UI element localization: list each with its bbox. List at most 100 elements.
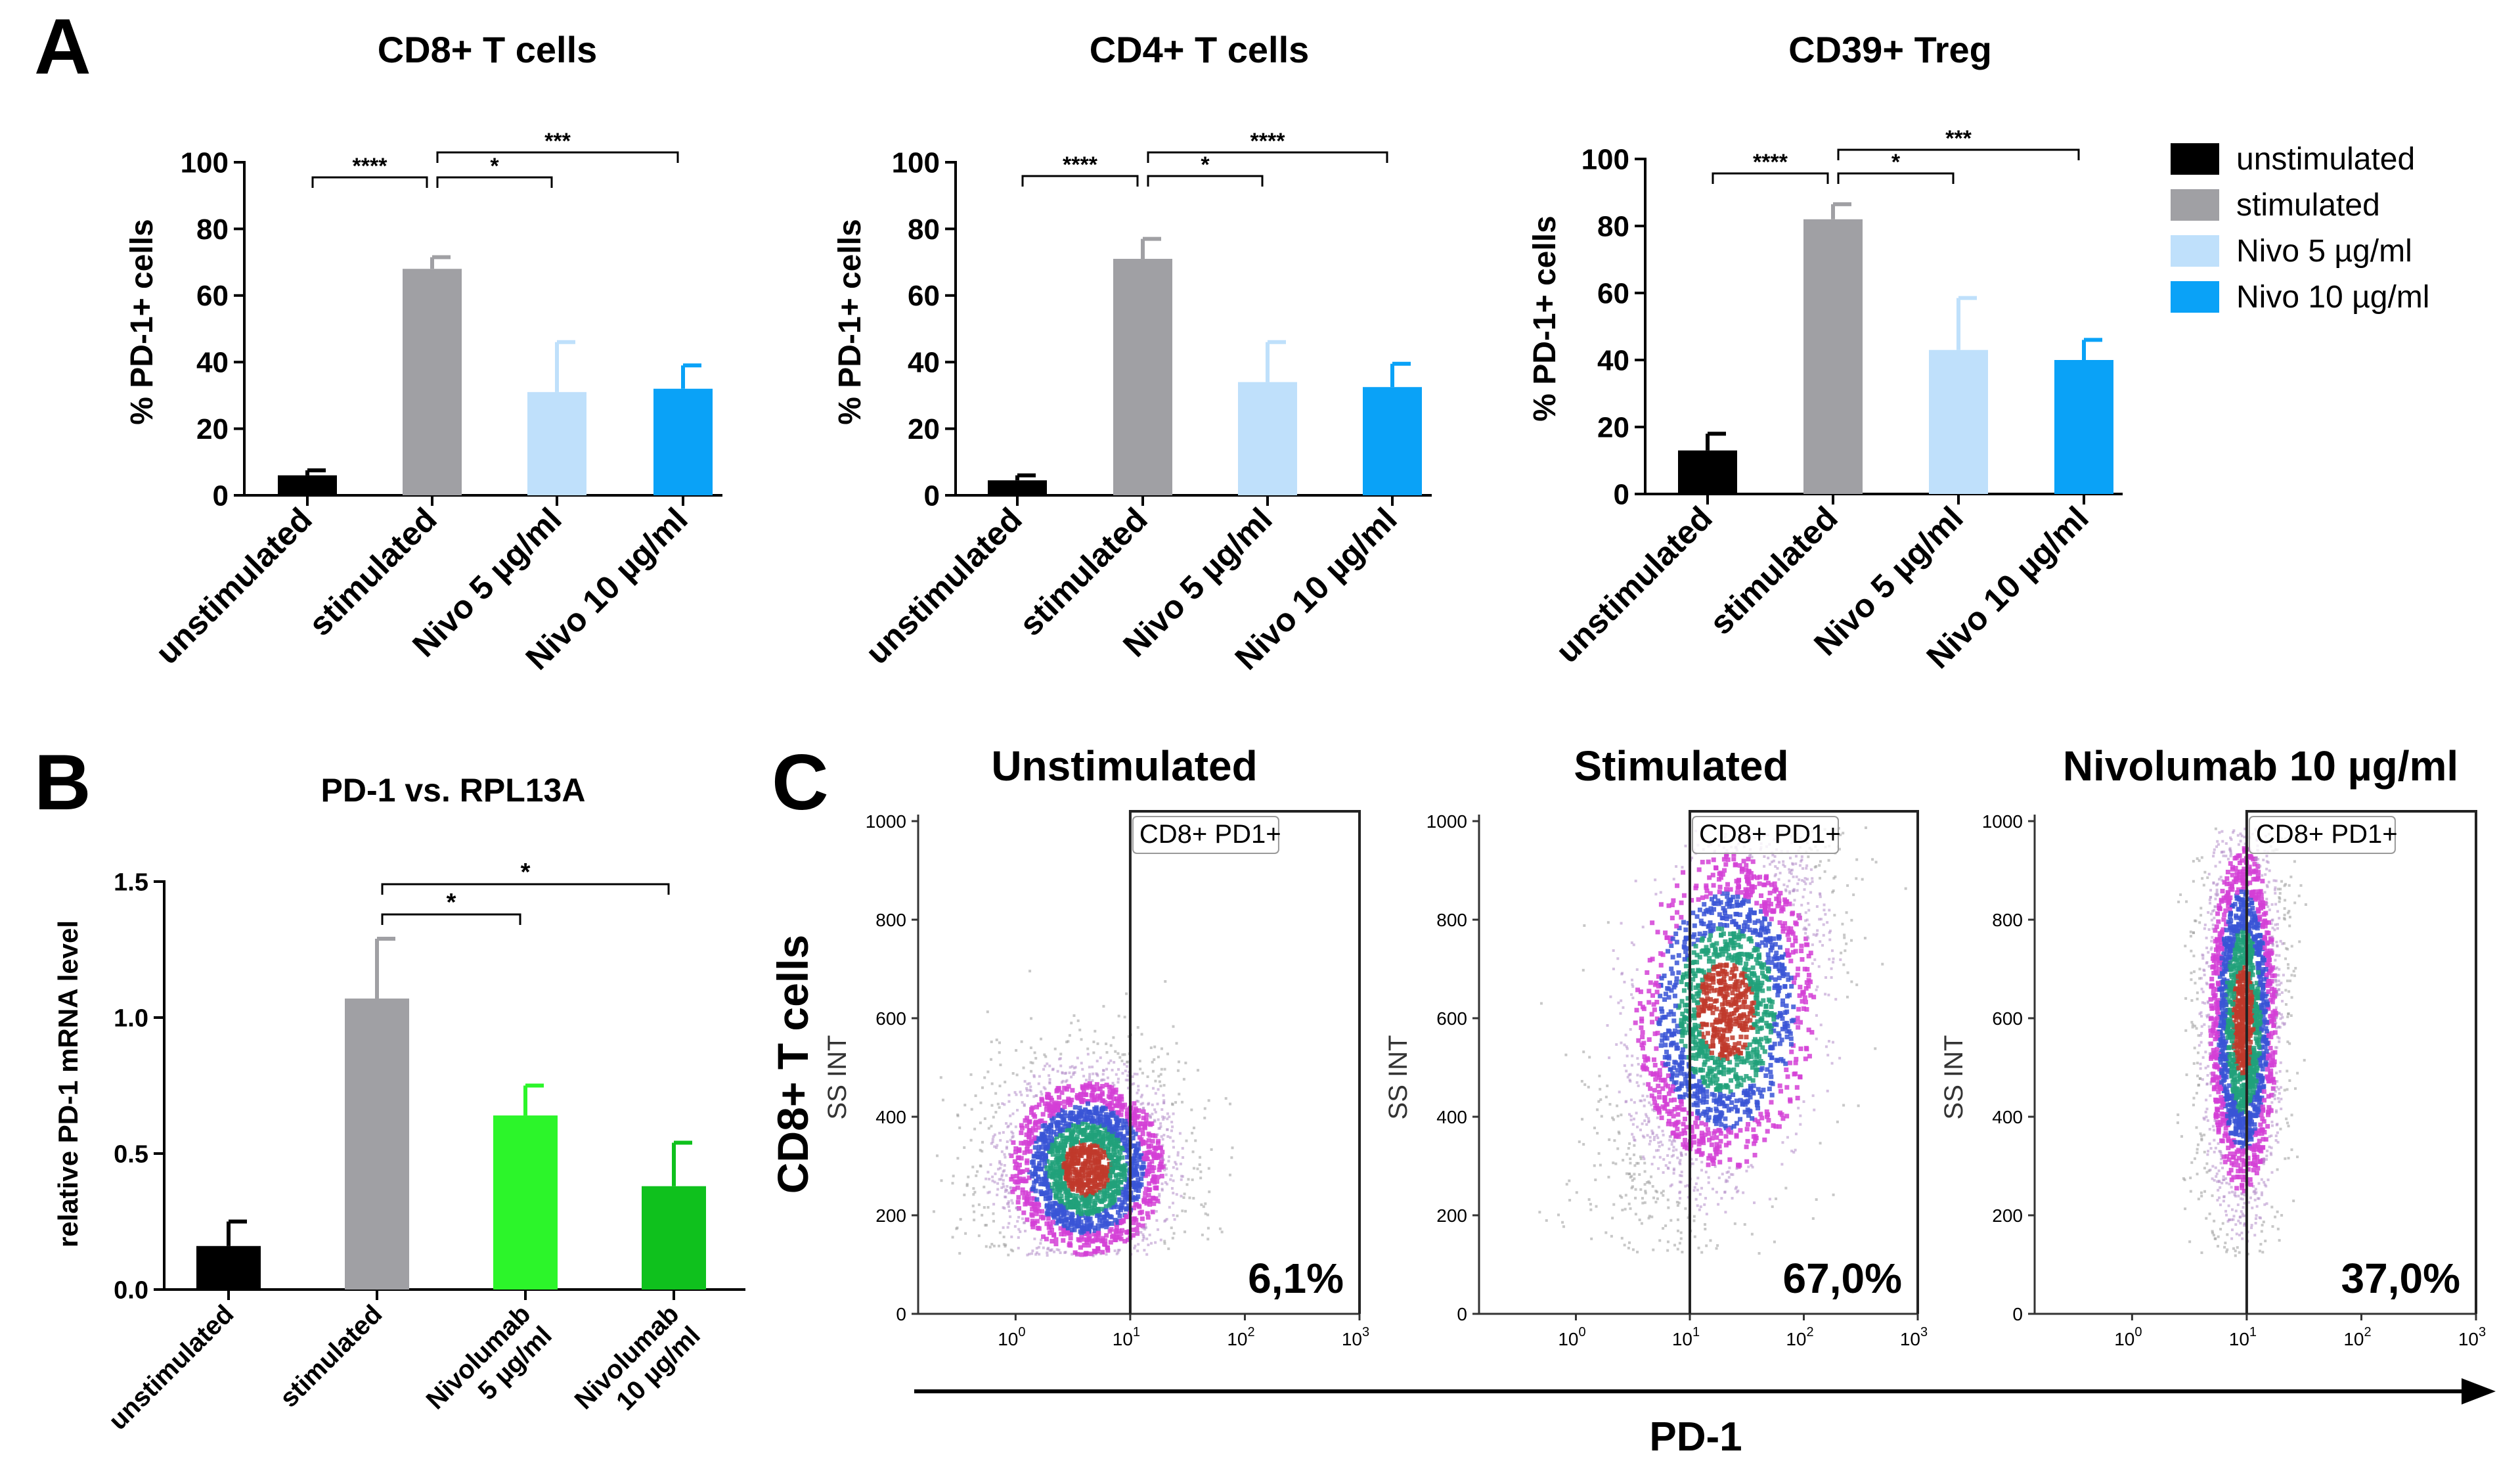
legend-label: unstimulated — [2236, 142, 2415, 177]
x-tick-label: Nivolumab5 µg/ml — [421, 1299, 558, 1436]
significance-bracket — [1837, 148, 2080, 160]
flow-y-tick-label: 1000 — [1982, 811, 2023, 832]
y-tick-label: 20 — [1597, 411, 1629, 443]
legend-swatch — [2171, 281, 2219, 313]
flow-y-axis-label: SS INT — [1384, 1035, 1413, 1120]
pd1-gate — [1128, 810, 1361, 1314]
density-dots — [1538, 826, 1907, 1255]
x-tick-label: unstimulated — [1549, 499, 1719, 670]
density-dots — [2176, 826, 2307, 1257]
flow-x-tick-label: 102 — [1786, 1325, 1813, 1349]
flow-x-tick-label: 102 — [1227, 1325, 1254, 1349]
y-tick-label: 1.5 — [114, 868, 148, 896]
chart-title: CD8+ T cells — [378, 29, 598, 70]
flow-y-tick-label: 200 — [875, 1205, 906, 1226]
panel-label-c: C — [772, 738, 829, 826]
y-tick-label: 0.5 — [114, 1140, 148, 1168]
pd1-arrowhead — [2462, 1378, 2496, 1404]
gate-label-box — [2248, 816, 2396, 854]
chart-cd39-treg-pd1: CD39+ Treg % PD-1+ cells 0 20 40 60 80 100 unsti… — [1528, 29, 2123, 675]
y-tick-label: 0 — [924, 480, 940, 512]
flow-y-tick-label: 600 — [1436, 1008, 1467, 1029]
pd1-gate — [2245, 810, 2477, 1314]
gate-percent: 67,0% — [1783, 1255, 1902, 1302]
flow-x-tick-label: 101 — [1113, 1325, 1140, 1349]
flow-y-tick-label: 0 — [896, 1304, 906, 1324]
pd1-axis-label: PD-1 — [1649, 1414, 1742, 1460]
flow-y-axis-label: SS INT — [1939, 1035, 1968, 1120]
bar — [278, 475, 337, 495]
y-tick-label: 60 — [196, 280, 229, 312]
significance-bracket — [311, 176, 428, 188]
significance-bracket — [436, 176, 553, 188]
legend-label: Nivo 10 µg/ml — [2236, 280, 2429, 315]
significance-bracket — [1837, 172, 1955, 184]
significance-bracket — [1147, 151, 1388, 163]
chart-cd8-pd1: CD8+ T cells % PD-1+ cells 0 20 40 60 80 100 uns… — [125, 29, 722, 677]
y-tick-label: 1.0 — [114, 1004, 148, 1032]
significance-label: * — [521, 859, 531, 886]
flow-y-tick-label: 400 — [1992, 1107, 2023, 1127]
flow-y-axis-label: SS INT — [823, 1035, 852, 1120]
y-tick-label: 100 — [181, 146, 229, 179]
significance-label: **** — [1753, 150, 1788, 175]
significance-label: * — [1891, 150, 1901, 175]
legend: unstimulated stimulated Nivo 5 µg/ml Nivo 1… — [2171, 142, 2429, 315]
x-tick-label: unstimulated — [148, 501, 319, 671]
significance-label: **** — [353, 154, 388, 179]
legend-label: Nivo 5 µg/ml — [2236, 234, 2412, 269]
bar — [493, 1115, 558, 1290]
y-tick-label: 40 — [908, 347, 940, 379]
panel-label-a: A — [34, 3, 91, 91]
x-tick-label: unstimulated — [103, 1299, 239, 1435]
flow-plot-title: Unstimulated — [991, 742, 1257, 790]
flow-plot: Stimulated CD8+ PD1+ 67,0% 0 200 400 600 800 100… — [1384, 742, 1928, 1349]
flow-y-tick-label: 400 — [875, 1107, 906, 1127]
flow-x-tick-label: 101 — [2229, 1325, 2257, 1349]
bar — [653, 388, 713, 495]
y-tick-label: 100 — [892, 146, 940, 179]
gate-label-box — [1132, 816, 1279, 854]
flow-y-tick-label: 0 — [1457, 1304, 1467, 1324]
flow-x-tick-label: 103 — [1900, 1325, 1928, 1349]
significance-bracket — [1712, 172, 1829, 184]
flow-plot: Nivolumab 10 µg/ml CD8+ PD1+ 37,0% 0 200 400 6… — [1939, 742, 2486, 1349]
bar — [1238, 382, 1297, 495]
flow-y-tick-label: 400 — [1436, 1107, 1467, 1127]
bar — [1113, 259, 1172, 495]
flow-y-tick-label: 800 — [1436, 910, 1467, 930]
y-axis-label: % PD-1+ cells — [833, 219, 868, 425]
bar — [403, 269, 462, 495]
panel-label-b: B — [34, 738, 91, 826]
flow-y-tick-label: 600 — [875, 1008, 906, 1029]
legend-swatch — [2171, 235, 2219, 267]
flow-axes — [917, 815, 1359, 1315]
flow-x-tick-label: 102 — [2343, 1325, 2371, 1349]
flow-y-tick-label: 1000 — [866, 811, 906, 832]
significance-label: * — [447, 889, 456, 916]
legend-label: stimulated — [2236, 188, 2380, 223]
significance-label: **** — [1063, 152, 1098, 177]
flow-y-tick-label: 800 — [875, 910, 906, 930]
flow-plot-title: Nivolumab 10 µg/ml — [2063, 742, 2458, 790]
flow-x-tick-label: 101 — [1672, 1325, 1700, 1349]
gate-label: CD8+ PD1+ — [2256, 820, 2398, 849]
gate-label: CD8+ PD1+ — [1699, 820, 1841, 849]
y-tick-label: 100 — [1581, 143, 1629, 175]
significance-label: *** — [1945, 126, 1972, 151]
y-tick-label: 0 — [1614, 478, 1629, 510]
bar — [2054, 360, 2113, 494]
bar — [988, 480, 1047, 495]
flow-y-tick-label: 1000 — [1426, 811, 1467, 832]
y-axis-label: relative PD-1 mRNA level — [53, 920, 83, 1247]
x-tick-label: unstimulated — [858, 501, 1029, 671]
significance-bracket — [436, 151, 679, 163]
chart-pd1-mrna: PD-1 vs. RPL13A relative PD-1 mRNA level 0… — [53, 772, 745, 1436]
flow-plot-title: Stimulated — [1574, 742, 1788, 790]
flow-x-tick-label: 103 — [2458, 1325, 2486, 1349]
y-tick-label: 0 — [213, 480, 229, 512]
flow-y-tick-label: 800 — [1992, 910, 2023, 930]
y-tick-label: 80 — [196, 213, 229, 246]
flow-x-tick-label: 103 — [1342, 1325, 1369, 1349]
